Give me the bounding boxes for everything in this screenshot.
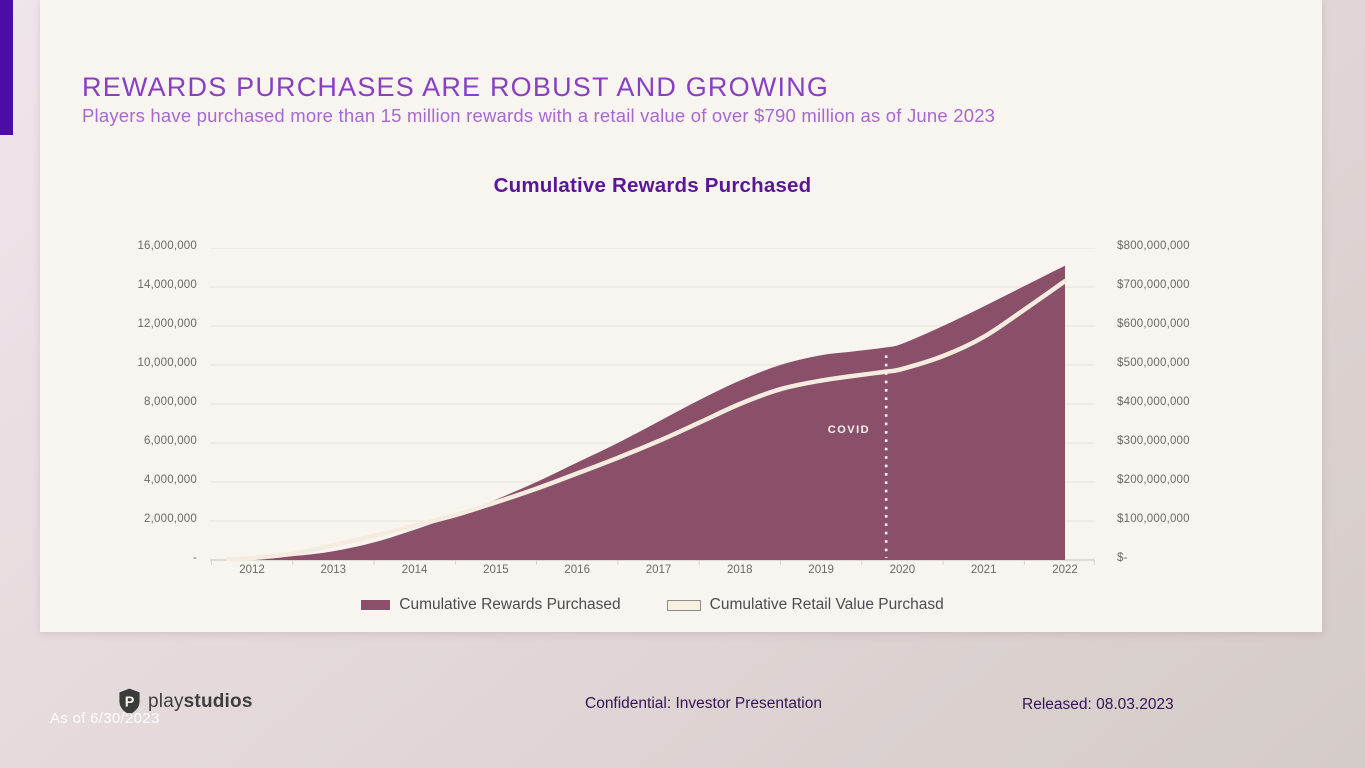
y-axis-right-label: $500,000,000: [1117, 357, 1190, 369]
covid-annotation-label: COVID: [827, 424, 871, 436]
y-axis-left-label: 10,000,000: [137, 357, 197, 369]
legend-item: Cumulative Rewards Purchased: [361, 596, 621, 614]
y-axis-left-label: 6,000,000: [144, 435, 197, 447]
y-axis-right-label: $800,000,000: [1117, 240, 1190, 252]
chart-canvas: [210, 248, 1095, 565]
y-axis-left-label: 14,000,000: [137, 279, 197, 291]
y-axis-left-label: 2,000,000: [144, 513, 197, 525]
accent-bar: [0, 0, 13, 135]
y-axis-right-label: $600,000,000: [1117, 318, 1190, 330]
y-axis-right-label: $-: [1117, 552, 1128, 564]
y-axis-left-label: 8,000,000: [144, 396, 197, 408]
y-axis-left-label: 16,000,000: [137, 240, 197, 252]
y-axis-right-label: $700,000,000: [1117, 279, 1190, 291]
x-axis-label: 2014: [401, 564, 428, 576]
y-axis-left-label: 12,000,000: [137, 318, 197, 330]
y-axis-right-label: $100,000,000: [1117, 513, 1190, 525]
legend-swatch-line: [666, 599, 701, 611]
chart-title: Cumulative Rewards Purchased: [493, 174, 812, 197]
retail-line-series: [225, 278, 1068, 562]
playstudios-logo-text: playstudios: [148, 691, 253, 713]
legend-item: Cumulative Retail Value Purchasd: [666, 596, 944, 614]
x-axis-label: 2012: [239, 564, 265, 576]
x-axis-label: 2021: [970, 564, 997, 576]
released-date: Released: 08.03.2023: [1022, 696, 1174, 713]
y-axis-left-label: 4,000,000: [144, 474, 197, 486]
playstudios-logo: P playstudios: [118, 688, 253, 715]
x-axis-label: 2018: [727, 564, 753, 576]
x-axis-label: 2019: [808, 564, 834, 576]
slide-subtitle: Players have purchased more than 15 mill…: [82, 105, 996, 126]
rewards-area-series: [227, 265, 1066, 560]
x-axis-label: 2017: [645, 564, 672, 576]
chart-legend: Cumulative Rewards Purchased Cumulative R…: [210, 596, 1095, 614]
y-axis-right-label: $200,000,000: [1117, 474, 1190, 486]
x-axis-label: 2013: [320, 564, 347, 576]
y-axis-left-label: -: [192, 552, 197, 564]
legend-label: Cumulative Rewards Purchased: [399, 596, 621, 613]
svg-text:P: P: [125, 694, 135, 710]
legend-swatch-area: [361, 600, 391, 610]
x-axis-label: 2016: [564, 564, 590, 576]
x-axis-label: 2020: [889, 564, 916, 576]
playstudios-shield-icon: P: [119, 688, 140, 715]
y-axis-right-label: $400,000,000: [1117, 396, 1190, 408]
logo-text-bold: studios: [183, 690, 253, 712]
slide-card: REWARDS PURCHASES ARE ROBUST AND GROWING…: [40, 0, 1322, 632]
logo-text-regular: play: [148, 690, 184, 712]
confidential-label: Confidential: Investor Presentation: [585, 695, 822, 712]
x-axis-label: 2022: [1052, 564, 1078, 576]
x-axis-label: 2015: [483, 564, 509, 576]
slide-title: REWARDS PURCHASES ARE ROBUST AND GROWING: [82, 72, 830, 102]
plot-area: COVID: [210, 248, 1095, 566]
y-axis-right-label: $300,000,000: [1117, 435, 1190, 447]
as-of-date: As of 6/30/2023: [50, 710, 160, 727]
legend-label: Cumulative Retail Value Purchasd: [709, 596, 944, 613]
